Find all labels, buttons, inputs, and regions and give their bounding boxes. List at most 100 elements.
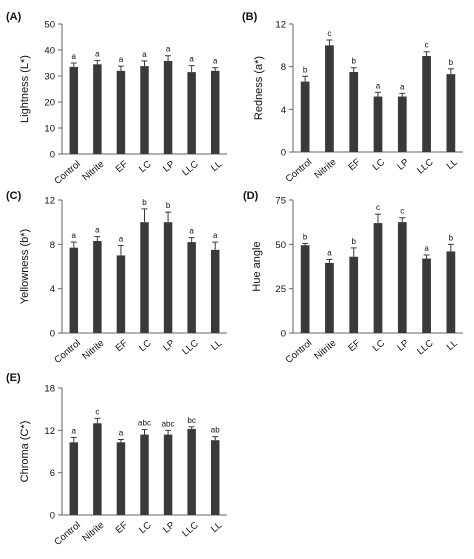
significance-letter: b bbox=[166, 201, 171, 210]
bar bbox=[69, 66, 79, 154]
bar bbox=[325, 262, 334, 333]
bar bbox=[349, 72, 359, 152]
significance-letter: a bbox=[119, 55, 124, 64]
bar bbox=[373, 96, 383, 152]
y-tick-label: 12 bbox=[44, 196, 55, 207]
x-tick-label: LC bbox=[371, 338, 387, 354]
bar bbox=[325, 45, 334, 153]
x-tick-label: LP bbox=[161, 159, 177, 175]
significance-letter: b bbox=[351, 57, 356, 66]
panel-letter: (A) bbox=[6, 11, 22, 23]
significance-letter: a bbox=[119, 429, 124, 438]
bar bbox=[300, 81, 310, 152]
bar bbox=[140, 66, 149, 154]
x-tick-label: Control bbox=[52, 159, 83, 187]
bar bbox=[187, 428, 196, 515]
chart-panel: (A) Lightness (L*) 0 10 20 30 40 50 a Control a Nit… bbox=[6, 11, 227, 187]
y-tick-label: 18 bbox=[44, 384, 55, 395]
bar bbox=[300, 245, 310, 333]
y-axis-label: Hue angle bbox=[251, 241, 263, 291]
significance-letter: a bbox=[189, 55, 194, 64]
bar bbox=[163, 222, 173, 333]
x-tick-label: LC bbox=[137, 159, 153, 175]
significance-letter: a bbox=[166, 45, 171, 54]
significance-letter: a bbox=[95, 49, 100, 58]
y-tick-label: 8 bbox=[281, 62, 286, 73]
significance-letter: c bbox=[95, 407, 99, 416]
significance-letter: a bbox=[400, 82, 405, 91]
significance-letter: c bbox=[327, 29, 331, 38]
x-tick-label: Nitrite bbox=[312, 157, 338, 181]
bar bbox=[373, 223, 383, 333]
x-tick-label: LP bbox=[395, 338, 411, 354]
x-tick-label: Control bbox=[284, 157, 315, 185]
x-tick-label: LP bbox=[161, 338, 177, 354]
bar bbox=[163, 60, 173, 154]
significance-letter: a bbox=[376, 81, 381, 90]
significance-letter: bc bbox=[187, 416, 195, 425]
chart-panel: (D) Hue angle 0 25 50 75 b Control a Nitrite b EF c L… bbox=[243, 190, 463, 366]
bar bbox=[446, 74, 456, 152]
bar bbox=[116, 442, 126, 515]
panel-letter: (B) bbox=[242, 11, 258, 23]
significance-letter: a bbox=[424, 244, 429, 253]
significance-letter: ab bbox=[211, 426, 220, 435]
x-tick-label: Control bbox=[52, 338, 83, 366]
y-tick-label: 20 bbox=[44, 98, 55, 109]
x-tick-label: EF bbox=[114, 520, 131, 536]
x-tick-label: LL bbox=[445, 157, 460, 172]
bar bbox=[210, 440, 220, 515]
significance-letter: a bbox=[72, 231, 77, 240]
bar bbox=[140, 434, 149, 515]
bar bbox=[422, 56, 431, 152]
bar bbox=[210, 249, 220, 333]
bar bbox=[187, 242, 196, 333]
y-axis-label: Chroma (C*) bbox=[19, 421, 31, 483]
panel-letter: (C) bbox=[6, 190, 22, 202]
y-axis-label: Redness (a*) bbox=[253, 56, 265, 120]
x-tick-label: LC bbox=[371, 157, 387, 173]
panel-letter: (D) bbox=[243, 190, 259, 202]
x-tick-label: LLC bbox=[180, 520, 201, 540]
y-tick-label: 12 bbox=[44, 426, 55, 437]
significance-letter: abc bbox=[138, 419, 151, 428]
x-tick-label: Nitrite bbox=[312, 338, 338, 362]
significance-letter: b bbox=[142, 198, 147, 207]
x-tick-label: EF bbox=[114, 159, 131, 175]
y-tick-label: 6 bbox=[50, 468, 55, 479]
y-tick-label: 10 bbox=[44, 124, 55, 135]
significance-letter: a bbox=[72, 52, 77, 61]
bar bbox=[69, 247, 79, 333]
bar bbox=[116, 70, 126, 154]
significance-letter: a bbox=[213, 231, 218, 240]
x-tick-label: EF bbox=[114, 338, 131, 354]
y-tick-label: 0 bbox=[50, 150, 55, 161]
bar bbox=[397, 222, 407, 333]
significance-letter: a bbox=[95, 226, 100, 235]
bar bbox=[397, 96, 407, 152]
chart-panel: (E) Chroma (C*) 0 6 12 18 a Control c Nitrite a EF a… bbox=[6, 372, 227, 548]
chart-panel: (C) Yellowness (b*) 0 4 8 12 a Control a Nitrite a… bbox=[6, 190, 227, 366]
y-tick-label: 0 bbox=[281, 329, 286, 340]
significance-letter: a bbox=[72, 426, 77, 435]
bar bbox=[116, 255, 126, 333]
x-tick-label: LLC bbox=[180, 338, 201, 358]
x-tick-label: LL bbox=[209, 520, 224, 535]
bar bbox=[93, 423, 102, 515]
x-tick-label: Control bbox=[284, 338, 315, 366]
bar bbox=[422, 258, 431, 333]
x-tick-label: LP bbox=[161, 520, 177, 536]
significance-letter: c bbox=[400, 207, 404, 216]
significance-letter: c bbox=[425, 41, 429, 50]
x-tick-label: Nitrite bbox=[80, 338, 106, 362]
bar bbox=[349, 256, 359, 333]
significance-letter: a bbox=[142, 50, 147, 59]
significance-letter: b bbox=[303, 65, 308, 74]
y-tick-label: 0 bbox=[50, 329, 55, 340]
y-tick-label: 40 bbox=[44, 46, 55, 57]
y-tick-label: 30 bbox=[44, 72, 55, 83]
x-tick-label: Nitrite bbox=[80, 159, 106, 183]
x-tick-label: LLC bbox=[415, 338, 436, 358]
y-tick-label: 50 bbox=[275, 240, 286, 251]
